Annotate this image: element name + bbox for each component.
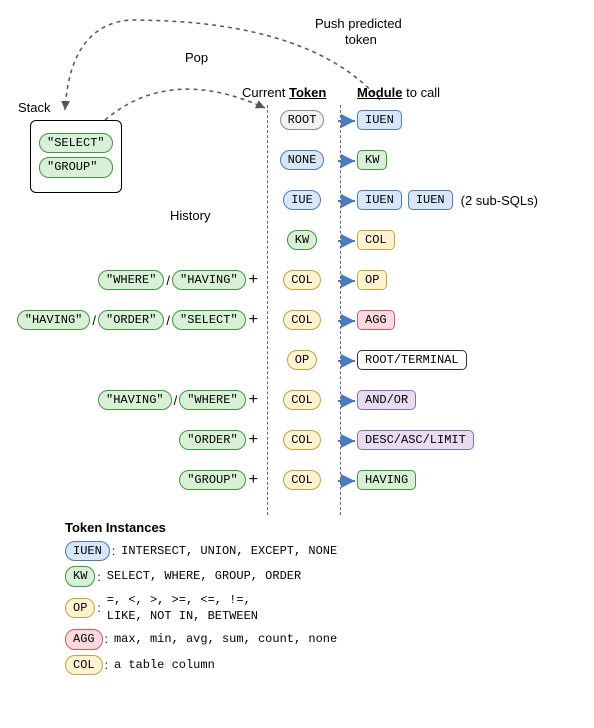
push-label-line1: Push predicted bbox=[315, 16, 402, 31]
module-row-7: AND/OR bbox=[357, 390, 416, 410]
token-col: COL bbox=[283, 270, 321, 290]
token-instance-row-3: AGG:max, min, avg, sum, count, none bbox=[65, 629, 337, 649]
token-agg: AGG bbox=[357, 310, 395, 330]
token-rootterminal: ROOT/TERMINAL bbox=[357, 350, 467, 370]
current-token-row-9: COL bbox=[272, 470, 332, 490]
token-descasclimit: DESC/ASC/LIMIT bbox=[357, 430, 474, 450]
token-col: COL bbox=[283, 430, 321, 450]
pop-label: Pop bbox=[185, 50, 208, 65]
current-token-row-7: COL bbox=[272, 390, 332, 410]
token-iuen: IUEN bbox=[357, 190, 402, 210]
history-row-4: "WHERE"/"HAVING"+ bbox=[98, 270, 261, 290]
token-col: COL bbox=[283, 470, 321, 490]
token-having: "HAVING" bbox=[98, 390, 172, 410]
col-header-module: Module to call bbox=[357, 85, 440, 100]
token-instance-row-2: OP:=, <, >, >=, <=, !=,LIKE, NOT IN, BET… bbox=[65, 592, 337, 624]
token-op: OP bbox=[65, 598, 95, 618]
token-kw: KW bbox=[287, 230, 317, 250]
token-op: OP bbox=[287, 350, 317, 370]
token-instance-row-0: IUEN:INTERSECT, UNION, EXCEPT, NONE bbox=[65, 541, 337, 561]
token-iuen: IUEN bbox=[408, 190, 453, 210]
token-andor: AND/OR bbox=[357, 390, 416, 410]
module-row-9: HAVING bbox=[357, 470, 416, 490]
push-label-line2: token bbox=[345, 32, 377, 47]
module-row-6: ROOT/TERMINAL bbox=[357, 350, 467, 370]
token-iuen: IUEN bbox=[65, 541, 110, 561]
module-row-3: COL bbox=[357, 230, 395, 250]
module-row-8: DESC/ASC/LIMIT bbox=[357, 430, 474, 450]
current-token-row-1: NONE bbox=[272, 150, 332, 170]
token-where: "WHERE" bbox=[98, 270, 164, 290]
module-row-4: OP bbox=[357, 270, 387, 290]
history-row-5: "HAVING"/"ORDER"/"SELECT"+ bbox=[17, 310, 261, 330]
token-col: COL bbox=[65, 655, 103, 675]
history-row-7: "HAVING"/"WHERE"+ bbox=[98, 390, 261, 410]
token-col: COL bbox=[357, 230, 395, 250]
history-row-8: "ORDER"+ bbox=[179, 430, 261, 450]
token-col: COL bbox=[283, 390, 321, 410]
vertical-divider-2 bbox=[340, 105, 341, 515]
token-order: "ORDER" bbox=[98, 310, 164, 330]
history-row-9: "GROUP"+ bbox=[179, 470, 261, 490]
module-row-0: IUEN bbox=[357, 110, 402, 130]
token-where: "WHERE" bbox=[179, 390, 245, 410]
current-token-row-6: OP bbox=[272, 350, 332, 370]
col-header-current: Current Token bbox=[242, 85, 326, 100]
token-group: "GROUP" bbox=[39, 157, 113, 177]
module-row-2: IUENIUEN(2 sub-SQLs) bbox=[357, 190, 538, 210]
token-root: ROOT bbox=[280, 110, 325, 130]
token-group: "GROUP" bbox=[179, 470, 245, 490]
current-token-row-0: ROOT bbox=[272, 110, 332, 130]
current-token-row-2: IUE bbox=[272, 190, 332, 210]
token-instance-row-4: COL:a table column bbox=[65, 655, 337, 675]
current-token-row-4: COL bbox=[272, 270, 332, 290]
token-select: "SELECT" bbox=[39, 133, 113, 153]
token-none: NONE bbox=[280, 150, 325, 170]
stack-box: "SELECT" "GROUP" bbox=[30, 120, 122, 193]
token-kw: KW bbox=[357, 150, 387, 170]
token-kw: KW bbox=[65, 566, 95, 586]
current-token-row-3: KW bbox=[272, 230, 332, 250]
history-label: History bbox=[170, 208, 210, 223]
token-having: "HAVING" bbox=[172, 270, 246, 290]
token-agg: AGG bbox=[65, 629, 103, 649]
token-op: OP bbox=[357, 270, 387, 290]
token-iuen: IUEN bbox=[357, 110, 402, 130]
token-instances-section: Token Instances IUEN:INTERSECT, UNION, E… bbox=[65, 520, 337, 680]
token-instances-title: Token Instances bbox=[65, 520, 166, 535]
vertical-divider-1 bbox=[267, 105, 268, 515]
token-select: "SELECT" bbox=[172, 310, 246, 330]
token-col: COL bbox=[283, 310, 321, 330]
current-token-row-5: COL bbox=[272, 310, 332, 330]
token-having: HAVING bbox=[357, 470, 416, 490]
module-row-1: KW bbox=[357, 150, 387, 170]
token-order: "ORDER" bbox=[179, 430, 245, 450]
token-having: "HAVING" bbox=[17, 310, 91, 330]
current-token-row-8: COL bbox=[272, 430, 332, 450]
module-row-5: AGG bbox=[357, 310, 395, 330]
stack-label: Stack bbox=[18, 100, 51, 115]
token-iue: IUE bbox=[283, 190, 321, 210]
token-instance-row-1: KW:SELECT, WHERE, GROUP, ORDER bbox=[65, 566, 337, 586]
